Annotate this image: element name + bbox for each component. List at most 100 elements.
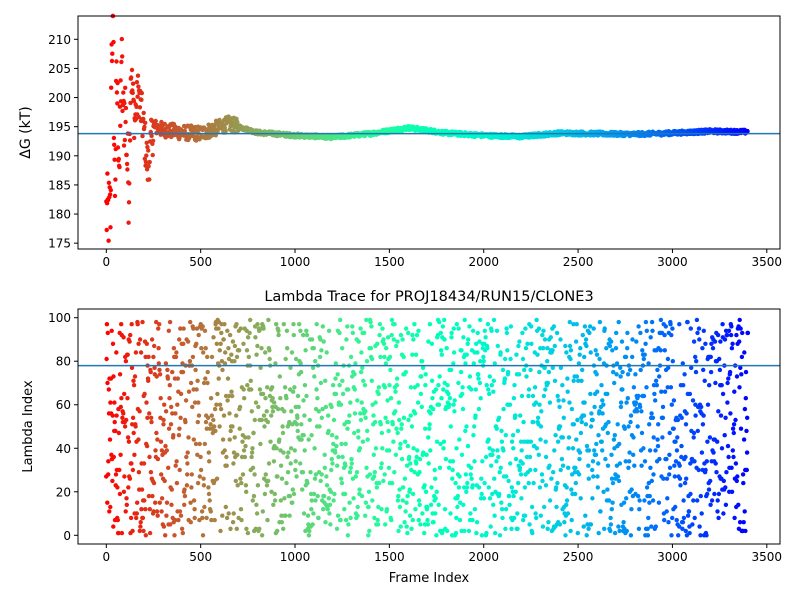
lambda-point: [217, 402, 223, 407]
lambda-point: [691, 339, 697, 344]
y-tick-label: 175: [48, 237, 71, 251]
lambda-point: [597, 319, 603, 325]
lambda-point: [252, 417, 257, 423]
lambda-point: [618, 404, 624, 410]
delta-g-point: [153, 118, 158, 124]
lambda-point: [451, 350, 457, 355]
lambda-point: [216, 326, 221, 331]
lambda-point: [178, 326, 183, 331]
lambda-point: [209, 517, 214, 523]
lambda-point: [178, 513, 184, 518]
lambda-point: [668, 322, 673, 327]
lambda-point: [397, 487, 402, 492]
lambda-point: [666, 520, 671, 525]
lambda-point: [185, 472, 190, 477]
lambda-point: [362, 383, 368, 388]
lambda-point: [581, 524, 586, 529]
lambda-point: [647, 448, 653, 453]
lambda-point: [729, 489, 735, 494]
lambda-point: [408, 385, 414, 390]
delta-g-point: [111, 39, 116, 45]
delta-g-point: [108, 187, 114, 193]
lambda-point: [573, 465, 578, 470]
lambda-point: [108, 400, 113, 405]
lambda-point: [168, 422, 174, 427]
lambda-point: [195, 452, 200, 457]
lambda-point: [662, 348, 667, 353]
lambda-point: [216, 376, 221, 381]
lambda-point: [132, 374, 138, 379]
lambda-point: [259, 417, 264, 423]
lambda-point: [443, 456, 449, 462]
lambda-point: [620, 387, 625, 392]
lambda-point: [500, 515, 505, 521]
delta-g-point: [141, 110, 146, 116]
lambda-point: [175, 376, 180, 381]
lambda-point: [684, 476, 689, 481]
lambda-point: [513, 489, 518, 494]
lambda-point: [188, 500, 193, 505]
lambda-point: [627, 367, 633, 373]
lambda-point: [709, 341, 714, 346]
lambda-point: [616, 478, 622, 484]
lambda-point: [467, 324, 472, 329]
lambda-point: [733, 461, 739, 466]
lambda-point: [312, 374, 317, 379]
lambda-point: [496, 415, 502, 420]
lambda-point: [421, 450, 426, 455]
lambda-point: [246, 354, 251, 360]
delta-g-point: [150, 152, 155, 158]
lambda-point: [548, 335, 553, 340]
lambda-point: [365, 428, 370, 434]
lambda-point: [385, 419, 390, 425]
lambda-point: [302, 383, 308, 388]
lambda-point: [208, 422, 213, 427]
lambda-point: [382, 385, 388, 390]
lambda-point: [161, 417, 166, 423]
lambda-point: [479, 476, 484, 481]
lambda-point: [116, 530, 121, 536]
lambda-point: [586, 463, 591, 468]
lambda-point: [568, 528, 573, 534]
lambda-point: [737, 385, 742, 390]
lambda-point: [352, 411, 358, 416]
lambda-point: [143, 533, 148, 538]
lambda-point: [295, 428, 300, 434]
lambda-point: [592, 404, 597, 410]
lambda-point: [410, 352, 415, 357]
lambda-point: [385, 398, 390, 403]
lambda-point: [112, 400, 117, 405]
lambda-point: [155, 437, 160, 442]
lambda-point: [636, 526, 642, 531]
lambda-point: [496, 454, 501, 460]
lambda-point: [217, 424, 222, 429]
lambda-point: [476, 376, 481, 381]
lambda-point: [387, 448, 392, 453]
lambda-point: [400, 337, 405, 342]
lambda-point: [243, 435, 248, 440]
lambda-point: [196, 400, 201, 405]
lambda-point: [623, 354, 629, 360]
lambda-point: [431, 520, 436, 525]
lambda-point: [291, 322, 296, 327]
lambda-point: [171, 346, 177, 351]
lambda-point: [661, 476, 666, 481]
lambda-point: [339, 480, 345, 486]
lambda-point: [614, 361, 620, 366]
lambda-point: [726, 454, 731, 460]
delta-g-point: [122, 100, 127, 106]
lambda-point: [359, 369, 364, 375]
lambda-point: [739, 354, 745, 360]
lambda-point: [163, 409, 169, 414]
lambda-point: [118, 404, 124, 410]
lambda-point: [114, 350, 119, 355]
lambda-point: [124, 496, 129, 501]
lambda-point: [393, 409, 398, 414]
lambda-point: [473, 413, 478, 418]
lambda-point: [645, 526, 650, 531]
delta-g-points: [104, 13, 750, 243]
lambda-point: [184, 454, 189, 460]
lambda-point: [716, 491, 722, 497]
lambda-point: [603, 456, 608, 462]
lambda-point: [441, 446, 446, 451]
